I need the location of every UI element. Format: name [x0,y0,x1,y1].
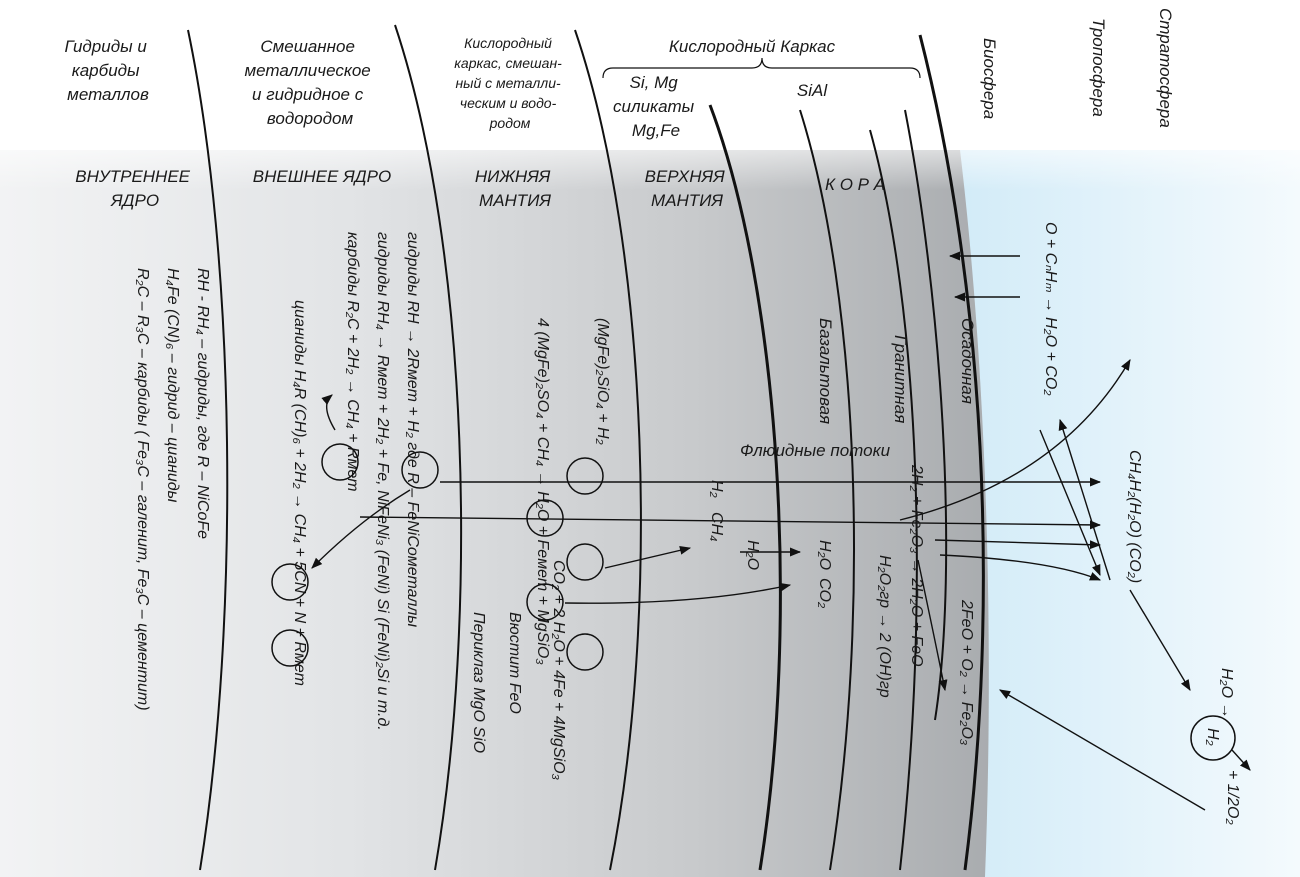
zone-crust: К О Р А [825,175,885,194]
flow-core-curl [321,394,336,431]
circle-h2-outer-core [401,451,439,489]
circle-co2-lower-mantle [526,583,564,621]
crust-eq-1: 2H₂ + Fe₂O₃ → 2H₂O + FeO [908,464,925,667]
label-oxygen-mixed: Кислородный каркас, смешан- ный с металл… [454,35,565,131]
flow-crust-2 [939,554,1102,581]
flow-mix-to-h2o [1129,589,1191,691]
flow-crust-1 [934,539,1102,550]
lower-mantle-text-2: 4 (MgFe)₂SO₄ + CH₄ → H₂O + Feмет + MgSiO… [534,318,551,665]
circle-ch4-outer-core-2 [271,563,309,601]
flow-ch4 [359,516,1102,530]
boundary-outer-core-lower-mantle [394,24,463,871]
species-h2o-b: H₂O [816,540,833,570]
atm-mix: CH₄H₂(H₂O) (CO₂) [1126,450,1143,583]
flow-co2-to-mix [1039,429,1101,577]
circle-h2-lower-mantle [566,457,604,495]
outer-core-text-4: цианиды H₄R (CH)₆ + 2H₂ → CH₄ + 5CN + N … [291,300,308,686]
label-stratosphere: Стратосфера [1156,8,1175,128]
circle-h2-atmosphere [1190,715,1236,761]
flow-core-down [311,489,411,569]
circle-h2o-lower-mantle [566,543,604,581]
boundary-sedimentary [904,109,948,721]
boundary-basalt [799,109,855,871]
circle-5cn [271,629,309,667]
label-oxygen-frame: Кислородный Каркас [669,37,836,56]
top-fade [0,120,1300,190]
label-mixed-metal: Смешанное металлическое и гидридное с во… [244,37,375,128]
boundary-mantle-crust [708,104,782,871]
lower-mantle-text-1: (MgFe)₂SiO₄ + H₂ [594,318,611,445]
boundary-earth-surface [918,34,985,871]
atm-h2: H₂ [1204,728,1221,746]
zone-outer-core: ВНЕШНЕЕ ЯДРО [253,167,391,186]
species-h2o: H₂O [744,540,761,570]
inner-core-text-3: R₂C – R₃C – карбиды ( Fe₃C – галенит, Fe… [134,268,151,711]
species-ch4: CH₄ [708,512,725,542]
boundary-inner-outer-core [187,29,229,871]
label-basalt: Базальтовая [816,318,835,424]
earth-body [0,150,989,877]
label-biosphere: Биосфера [980,38,999,119]
crust-eq-3: 2FeO + O₂ → Fe₂O₃ [958,599,975,745]
label-troposphere: Тропосфера [1089,18,1108,117]
label-sial: SiAl [797,81,828,100]
lower-mantle-text-3: CO₂ + 2 H₂O + 4Fe + 4MgSiO₃ [550,560,567,780]
zone-lower-mantle: НИЖНЯЯ МАНТИЯ [475,167,555,210]
flow-co2 [564,582,792,604]
atm-h2o-arrow: H₂O → [1218,668,1235,719]
flow-h2-escape [1231,749,1251,771]
circle-ch4-lower-mantle [526,499,564,537]
label-silicates: Si, Mg силикаты Mg,Fe [613,73,699,140]
zone-inner-core: ВНУТРЕННЕЕ ЯДРО [75,167,195,210]
flow-h2o [604,545,692,569]
circle-ch4-outer-core [321,443,359,481]
flow-up-to-stratosphere [899,359,1131,521]
label-granite: Гранитная [891,335,910,423]
flow-sed-down [917,559,948,692]
outer-core-text-2: гидриды RH₄ → Rмет + 2H₂ + Fe, NiFeNi₃ (… [374,232,391,731]
species-co2: CO₂ [816,578,833,608]
atm-half-o2: + 1/2O₂ [1224,770,1241,825]
boundary-granite [869,129,918,871]
boundary-lower-upper-mantle [574,29,642,871]
lower-mantle-text-5: Периклаз MgO SiO [470,612,487,753]
atm-eq-top: O + CₙHₘ → H₂O + CO₂ [1042,222,1059,395]
flow-mix-to-co2 [1058,418,1111,581]
outer-core-text-3: карбиды R₂C + 2H₂ → CH₄ + Rмет [344,232,361,492]
label-metal-hydrides: Гидриды и карбиды металлов [64,37,151,104]
outer-core-text-1: гидриды RH → 2Rмет + H₂ где R – FeNiCoме… [404,232,421,627]
oxygen-frame-brace [602,57,921,79]
flow-label: Флюидные потоки [740,441,891,460]
flow-o2-back [999,689,1206,811]
inner-core-text-2: H₄Fe (CN)₆ – гидрид – цианиды [164,268,181,503]
crust-eq-2: H₂O₂гр → 2 (OH)гр [876,555,893,698]
label-sedimentary: Осадочная [958,318,977,404]
circle-h2o-lower-mantle-2 [566,633,604,671]
inner-core-text-1: RH - RH₄ – гидриды, где R – NiCoFe [194,268,211,539]
lower-mantle-text-4: Вюстит FeO [506,612,523,714]
species-h2: H₂ [708,480,725,498]
top-white [0,0,1300,130]
zone-upper-mantle: ВЕРХНЯЯ МАНТИЯ [645,167,730,210]
